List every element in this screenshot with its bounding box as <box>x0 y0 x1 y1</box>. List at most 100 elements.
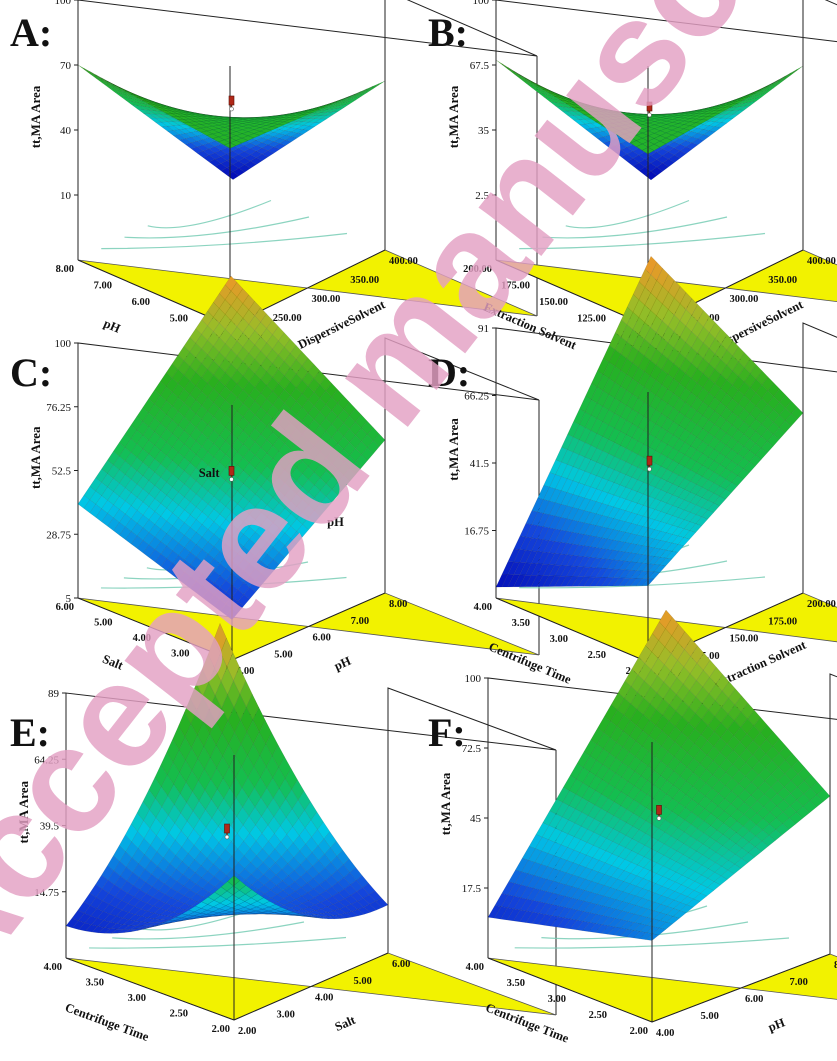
design-point-base <box>647 112 652 118</box>
z-tick-label: 45 <box>470 813 482 825</box>
design-point-marker <box>646 101 653 112</box>
contour-line <box>124 216 310 239</box>
design-point-marker <box>228 466 235 476</box>
z-tick-label: 89 <box>48 688 60 700</box>
x-tick-label: 400.00 <box>389 256 418 267</box>
y-axis-title: pH <box>102 316 123 336</box>
surface-label: pH <box>327 515 344 529</box>
x-tick-label: 4.00 <box>656 1028 674 1039</box>
z-tick-label: 35 <box>478 125 490 137</box>
z-tick-label: 100 <box>473 0 490 7</box>
x-tick-label: 300.00 <box>730 294 759 305</box>
design-point-base <box>229 477 234 482</box>
x-tick-label: 5.00 <box>274 649 292 660</box>
z-axis-title: tt,MA Area <box>446 85 461 148</box>
response-surface <box>487 609 831 941</box>
y-tick-label: 2.00 <box>212 1024 230 1035</box>
x-axis-line <box>231 592 386 661</box>
back-wall-frame <box>487 673 837 958</box>
y-tick-label: 6.00 <box>56 602 74 613</box>
contour-line <box>147 199 272 229</box>
x-axis-title: pH <box>332 654 353 674</box>
x-tick-label: 150.00 <box>730 634 759 645</box>
x-tick-label: 6.00 <box>745 994 763 1005</box>
design-point-marker <box>656 805 662 815</box>
design-point-marker <box>646 455 653 466</box>
z-axis-title: tt,MA Area <box>28 426 43 489</box>
z-tick-label: 41.5 <box>470 458 490 470</box>
panel-letter: A: <box>10 10 52 55</box>
x-tick-label: 200.00 <box>807 599 836 610</box>
y-tick-label: 2.50 <box>588 650 606 661</box>
y-tick-label: 4.00 <box>466 962 484 973</box>
y-tick-label: 3.00 <box>550 634 568 645</box>
x-tick-label: 350.00 <box>768 275 797 286</box>
y-tick-label: 4.00 <box>474 602 492 613</box>
z-tick-label: 16.75 <box>464 526 489 538</box>
y-tick-label: 3.50 <box>86 978 104 989</box>
z-tick-label: 64.25 <box>34 754 59 766</box>
z-tick-label: 28.75 <box>46 529 71 541</box>
response-surface <box>65 622 389 934</box>
response-surface <box>495 255 804 588</box>
z-tick-label: 39.5 <box>40 821 60 833</box>
y-axis-line <box>495 259 649 327</box>
design-point-marker <box>224 823 230 834</box>
response-surface <box>495 59 804 181</box>
x-tick-label: 7.00 <box>790 977 808 988</box>
x-tick-label: 350.00 <box>350 275 379 286</box>
z-axis-title: tt,MA Area <box>438 772 453 835</box>
z-tick-label: 72.5 <box>462 743 482 755</box>
x-tick-label: 4.00 <box>236 666 254 677</box>
design-point-base <box>224 834 230 840</box>
y-axis-line <box>77 597 233 661</box>
design-point-base <box>656 816 662 821</box>
design-point-base <box>229 106 234 112</box>
y-tick-label: 200.00 <box>463 264 492 275</box>
x-axis-line <box>233 952 389 1021</box>
y-tick-label: 8.00 <box>56 264 74 275</box>
surface-label: Salt <box>199 466 221 480</box>
panel-letter: F: <box>428 710 466 755</box>
x-tick-label: 175.00 <box>768 616 797 627</box>
y-tick-label: 7.00 <box>94 281 112 292</box>
panel-letter: D: <box>428 350 470 395</box>
surface-panel-5: 14.75 39.5 64.25 89 tt,MA Area 2.00 3.00 4.00 5.… <box>10 622 557 1044</box>
y-tick-label: 3.00 <box>548 994 566 1005</box>
z-tick-label: 14.75 <box>34 887 59 899</box>
z-tick-label: 40 <box>60 125 72 137</box>
y-axis-line <box>65 957 235 1021</box>
x-tick-label: 2.00 <box>238 1026 256 1037</box>
panel-letter: C: <box>10 350 52 395</box>
design-point-marker <box>228 95 235 106</box>
z-tick-label: 100 <box>465 673 482 685</box>
x-tick-label: 400.00 <box>807 256 836 267</box>
panel-letter: B: <box>428 10 468 55</box>
x-tick-label: 8.00 <box>389 599 407 610</box>
x-tick-label: 6.00 <box>392 959 410 970</box>
y-tick-label: 175.00 <box>501 281 530 292</box>
z-tick-label: 70 <box>60 60 72 72</box>
y-axis-line <box>487 957 653 1023</box>
x-axis-line <box>651 953 831 1023</box>
surface-panel-3: 5 28.75 52.5 76.25 100 tt,MA Area 4.00 5.00 6.00… <box>10 275 540 677</box>
x-tick-label: 4.00 <box>315 993 333 1004</box>
z-tick-label: 76.25 <box>46 402 71 414</box>
contour-line <box>514 937 790 949</box>
x-tick-label: 7.00 <box>351 616 369 627</box>
surface-panel-1: 10 40 70 100 tt,MA Area 200.00 250.00 300.00 350… <box>10 0 538 352</box>
x-axis-title: Salt <box>333 1013 358 1034</box>
z-tick-label: 91 <box>478 323 489 335</box>
contour-line <box>519 232 766 250</box>
y-tick-label: 2.50 <box>170 1009 188 1020</box>
x-tick-label: 3.00 <box>277 1009 295 1020</box>
contour-line <box>112 921 305 940</box>
contour-line <box>101 232 348 250</box>
y-tick-label: 3.00 <box>128 993 146 1004</box>
surface-panel-6: 17.5 45 72.5 100 tt,MA Area 4.00 5.00 6.00 7.00 8… <box>428 609 837 1046</box>
x-tick-label: 5.00 <box>354 976 372 987</box>
z-tick-label: 66.25 <box>464 391 489 403</box>
y-tick-label: 125.00 <box>577 314 606 325</box>
y-tick-label: 4.00 <box>133 633 151 644</box>
z-tick-label: 17.5 <box>462 883 482 895</box>
